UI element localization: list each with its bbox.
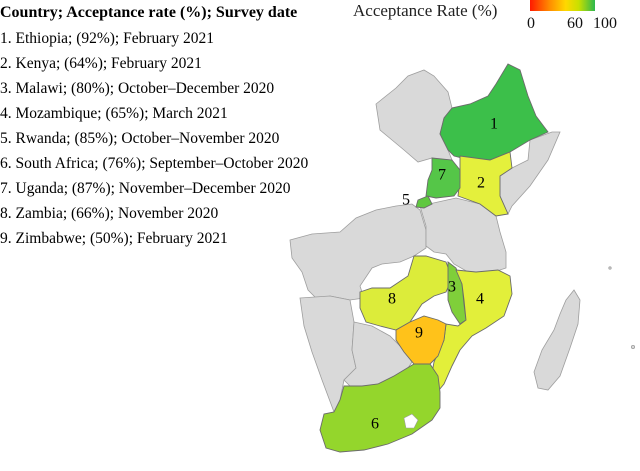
map-label-south-africa: 6: [371, 416, 379, 433]
map-label-ethiopia: 1: [490, 116, 498, 133]
land-somalia: [499, 131, 561, 215]
map-label-zimbabwe: 9: [415, 325, 423, 342]
legend-color-bar: [530, 0, 595, 11]
legend-title: Acceptance Rate (%): [353, 1, 498, 20]
country-mozambique: [429, 269, 513, 397]
legend-tick-0: 0: [527, 15, 535, 32]
legend-tick-100: 100: [593, 15, 617, 32]
country-zambia: [359, 255, 453, 331]
country-rwanda: [415, 195, 433, 209]
list-title: Country; Acceptance rate (%); Survey dat…: [0, 4, 298, 21]
country-list-item: 2. Kenya; (64%); February 2021: [0, 55, 202, 72]
country-south-africa: [319, 363, 441, 453]
country-list: 1. Ethiopia; (92%); February 2021 2. Ken…: [0, 30, 308, 255]
map-label-zambia: 8: [388, 291, 396, 308]
country-list-item: 7. Uganda; (87%); November–December 2020: [0, 180, 291, 197]
country-list-item: 1. Ethiopia; (92%); February 2021: [0, 30, 214, 47]
land-island-b: [608, 266, 612, 270]
country-list-item: 5. Rwanda; (85%); October–November 2020: [0, 130, 280, 147]
map-label-mozambique: 4: [476, 291, 484, 308]
background-land: [289, 69, 636, 413]
map-label-rwanda: 5: [402, 192, 410, 209]
legend-tick-60: 60: [567, 15, 583, 32]
land-sudan-region: [375, 69, 453, 169]
country-list-item: 8. Zambia; (66%); November 2020: [0, 205, 219, 222]
country-list-item: 6. South Africa; (76%); September–Octobe…: [0, 155, 309, 172]
country-zimbabwe: [395, 315, 447, 365]
land-island-a: [631, 344, 636, 349]
map-label-kenya: 2: [477, 175, 485, 192]
country-kenya: [457, 151, 513, 217]
map-label-uganda: 7: [438, 167, 446, 184]
country-list-item: 4. Mozambique; (65%); March 2021: [0, 105, 228, 122]
land-madagascar: [533, 289, 581, 391]
country-ethiopia: [439, 63, 549, 161]
map-label-malawi: 3: [448, 279, 456, 296]
lesotho-enclave: [403, 413, 419, 429]
country-list-item: 9. Zimbabwe; (50%); February 2021: [0, 230, 228, 247]
country-uganda: [425, 157, 461, 199]
country-list-item: 3. Malawi; (80%); October–December 2020: [0, 80, 275, 97]
